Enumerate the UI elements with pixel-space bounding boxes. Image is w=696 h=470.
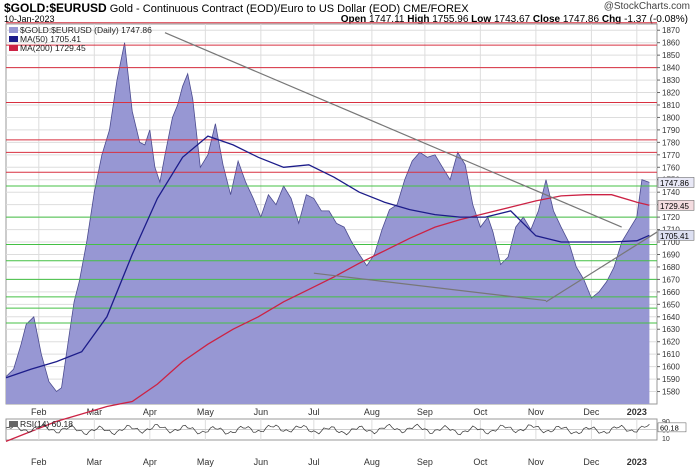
y-tick-label: 1870 xyxy=(662,26,680,35)
legend-ma200-label: MA(200) 1729.45 xyxy=(20,43,86,53)
y-tick-label: 1690 xyxy=(662,250,680,259)
chart-date: 10-Jan-2023 xyxy=(4,14,55,24)
month-label-bottom: Mar xyxy=(87,457,103,467)
rsi-tick-label: 10 xyxy=(662,436,670,443)
month-label: Apr xyxy=(143,407,157,417)
y-tick-label: 1600 xyxy=(662,363,680,372)
ma50-last-tag-text: 1705.41 xyxy=(660,232,689,241)
month-label-bottom: Aug xyxy=(364,457,380,467)
legend-ma50-swatch xyxy=(9,36,18,42)
rsi-last-tag xyxy=(657,422,687,433)
high-label: High xyxy=(407,14,430,25)
y-tick-label: 1800 xyxy=(662,113,680,122)
y-tick-label: 1640 xyxy=(662,313,680,322)
legend-rsi-label: RSI(14) 60.18 xyxy=(20,419,73,429)
y-tick-label: 1680 xyxy=(662,263,680,272)
y-tick-label: 1760 xyxy=(662,163,680,172)
price-last-tag-text: 1747.86 xyxy=(660,179,689,188)
open-value: 1747.11 xyxy=(369,14,405,25)
y-tick-label: 1660 xyxy=(662,288,680,297)
y-tick-label: 1650 xyxy=(662,300,680,309)
y-tick-label: 1740 xyxy=(662,188,680,197)
ma50-last-tag xyxy=(657,230,695,241)
price-last-tag xyxy=(657,177,695,188)
close-label: Close xyxy=(532,14,561,25)
rsi-line xyxy=(5,423,650,436)
y-tick-label: 1580 xyxy=(662,388,680,397)
month-label-bottom: Jul xyxy=(308,457,320,467)
legend-price-label: $GOLD:$EURUSD (Daily) 1747.86 xyxy=(20,25,152,35)
y-tick-label: 1810 xyxy=(662,101,680,110)
symbol-description: Gold - Continuous Contract (EOD)/Euro to… xyxy=(109,3,469,15)
trendline xyxy=(164,32,622,228)
y-tick-label: 1820 xyxy=(662,89,680,98)
price-area xyxy=(6,42,650,404)
month-label-bottom: Dec xyxy=(583,457,600,467)
chart-title: $GOLD:$EURUSD Gold - Continuous Contract… xyxy=(4,1,469,15)
ma200-last-tag xyxy=(657,200,695,211)
month-label: Sep xyxy=(417,407,433,417)
low-value: 1743.67 xyxy=(493,14,531,25)
legend-rsi-swatch xyxy=(9,421,18,427)
trendline xyxy=(545,231,658,303)
month-label-bottom: 2023 xyxy=(627,457,647,467)
month-label-bottom: Oct xyxy=(473,457,488,467)
ma50-line xyxy=(5,135,650,379)
month-label-bottom: Jun xyxy=(254,457,269,467)
price-line xyxy=(5,42,650,393)
rsi-tick-label: 90 xyxy=(662,419,670,426)
month-label: Jul xyxy=(308,407,320,417)
y-tick-label: 1790 xyxy=(662,126,680,135)
month-label-bottom: Feb xyxy=(31,457,47,467)
y-tick-label: 1780 xyxy=(662,138,680,147)
y-tick-label: 1720 xyxy=(662,213,680,222)
ohlc-readout: Open 1747.11 High 1755.96 Low 1743.67 Cl… xyxy=(341,14,688,25)
ma200-last-tag-text: 1729.45 xyxy=(660,202,689,211)
chg-value: -1.37 (-0.08%) xyxy=(624,14,688,25)
chg-label: Chg xyxy=(601,14,622,25)
y-tick-label: 1670 xyxy=(662,275,680,284)
rsi-last-tag-text: 60.18 xyxy=(660,423,679,432)
month-label: Oct xyxy=(473,407,488,417)
month-label-bottom: Apr xyxy=(143,457,157,467)
y-tick-label: 1610 xyxy=(662,350,680,359)
month-label-bottom: Sep xyxy=(417,457,433,467)
month-label: May xyxy=(197,407,215,417)
legend-ma200-swatch xyxy=(9,45,18,51)
month-label: 2023 xyxy=(627,407,647,417)
y-tick-label: 1700 xyxy=(662,238,680,247)
month-label: Jun xyxy=(254,407,269,417)
trendline xyxy=(313,272,547,302)
month-label-bottom: May xyxy=(197,457,215,467)
legend-price-swatch xyxy=(9,27,18,33)
y-tick-label: 1840 xyxy=(662,64,680,73)
month-label-bottom: Nov xyxy=(528,457,545,467)
y-tick-label: 1620 xyxy=(662,338,680,347)
y-tick-label: 1850 xyxy=(662,51,680,60)
y-tick-label: 1630 xyxy=(662,325,680,334)
month-label: Dec xyxy=(583,407,600,417)
month-label: Nov xyxy=(528,407,545,417)
y-tick-label: 1860 xyxy=(662,39,680,48)
month-label: Aug xyxy=(364,407,380,417)
symbol: $GOLD:$EURUSD xyxy=(4,1,107,15)
brand-watermark: @StockCharts.com xyxy=(603,1,690,12)
close-value: 1747.86 xyxy=(562,14,600,25)
high-value: 1755.96 xyxy=(432,14,469,25)
legend-ma50-label: MA(50) 1705.41 xyxy=(20,34,81,44)
low-label: Low xyxy=(471,14,492,25)
month-label: Mar xyxy=(87,407,103,417)
y-tick-label: 1830 xyxy=(662,76,680,85)
y-tick-label: 1590 xyxy=(662,375,680,384)
y-tick-label: 1770 xyxy=(662,151,680,160)
open-label: Open xyxy=(340,14,367,25)
month-label: Feb xyxy=(31,407,47,417)
